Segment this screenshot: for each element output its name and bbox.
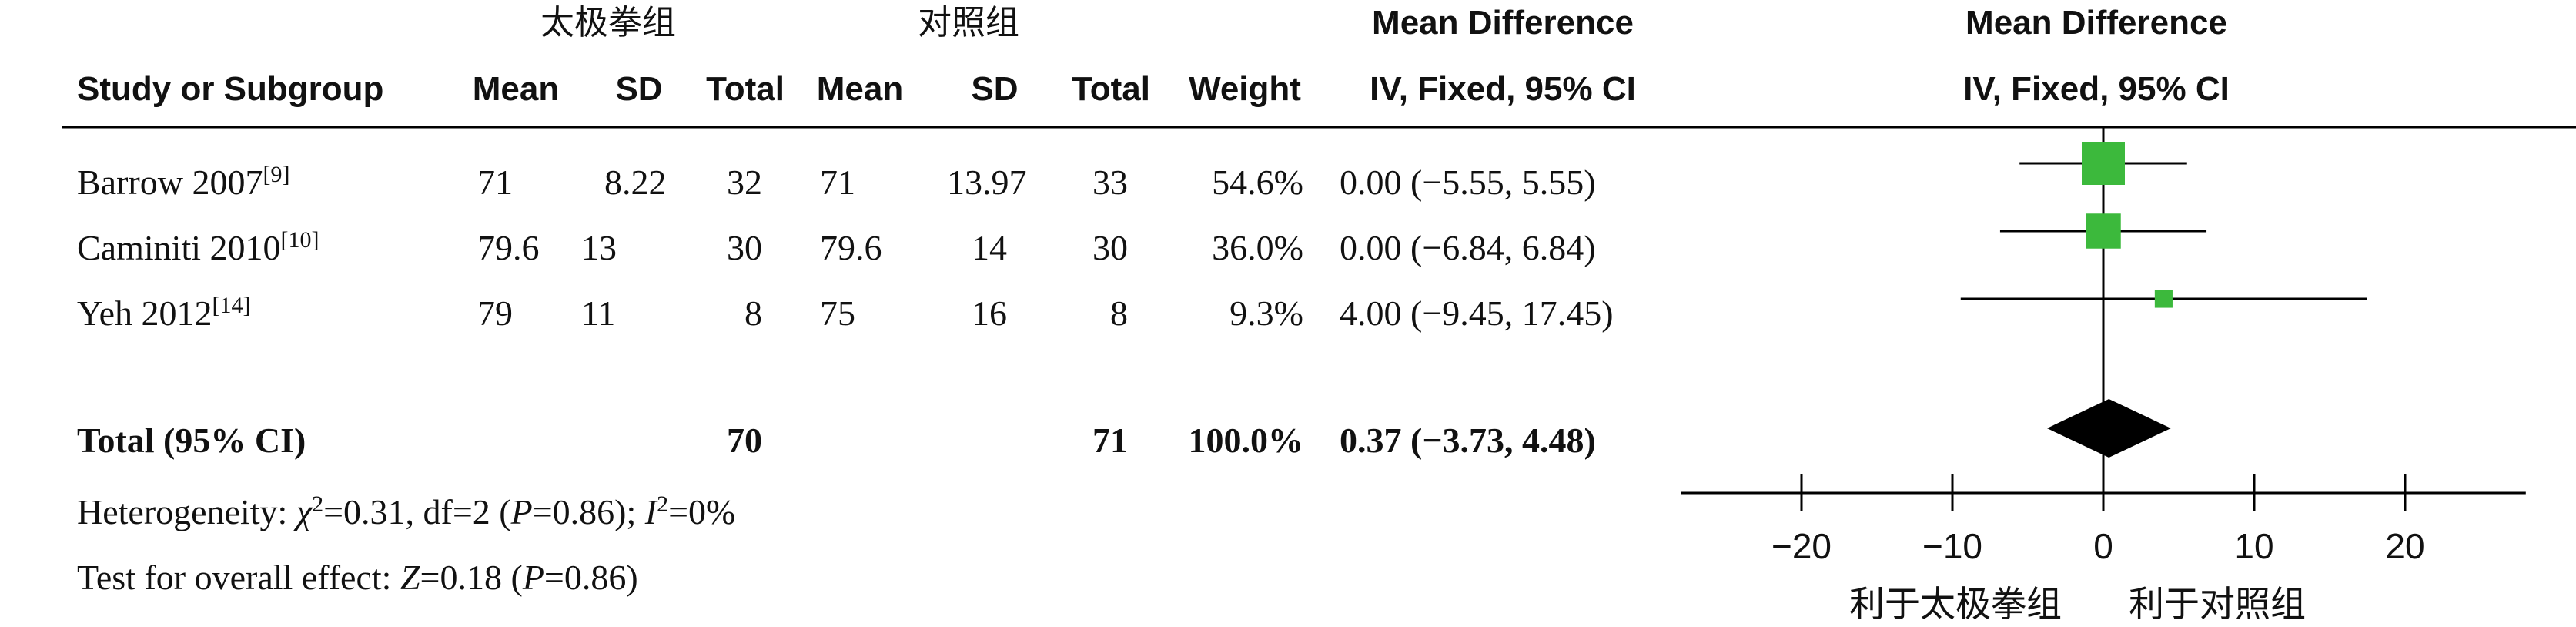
study-weight: 36.0% (1212, 228, 1303, 267)
plot-title: Mean Difference (1965, 4, 2227, 42)
group2-sd-header: SD (971, 70, 1018, 108)
study-ci-text: 0.00 (−5.55, 5.55) (1340, 163, 1596, 202)
total-label: Total (95% CI) (77, 421, 306, 460)
group1-sd: 8.22 (604, 163, 667, 202)
total-weight: 100.0% (1189, 421, 1304, 460)
group1-sd: 11 (581, 293, 615, 333)
group2-mean: 79.6 (820, 228, 882, 267)
group1-mean: 79.6 (477, 228, 540, 267)
study-effect-square (2086, 213, 2121, 249)
group1-total: 32 (727, 163, 762, 202)
total-group1-n: 70 (727, 421, 762, 460)
study-row: Barrow 2007[9] 71 8.22 32 71 13.97 33 54… (77, 162, 1596, 202)
total-group2-n: 71 (1092, 421, 1128, 460)
effect-title: Mean Difference (1372, 4, 1634, 42)
pooled-effect-diamond (2046, 399, 2171, 458)
group1-sd: 13 (581, 228, 617, 267)
group2-total: 8 (1110, 293, 1128, 333)
x-tick-label: 10 (2234, 526, 2273, 566)
study-name: Barrow 2007[9] (77, 162, 289, 202)
plot-method-header: IV, Fixed, 95% CI (1963, 70, 2230, 108)
group2-total-header: Total (1072, 70, 1150, 108)
group1-total: 8 (744, 293, 762, 333)
group2-sd: 16 (972, 293, 1007, 333)
x-tick-label: 20 (2385, 526, 2424, 566)
group1-total: 30 (727, 228, 762, 267)
study-reference: [9] (263, 162, 289, 187)
study-weight: 9.3% (1229, 293, 1303, 333)
weight-header: Weight (1189, 70, 1301, 108)
axis-label-favours-control: 利于对照组 (2129, 583, 2306, 625)
study-reference: [10] (281, 227, 319, 253)
group1-header: 太极拳组 (540, 3, 676, 42)
forest-plot: −20 −10 0 10 20 (1681, 127, 2526, 566)
study-name: Caminiti 2010[10] (77, 227, 319, 267)
study-reference: [14] (212, 293, 251, 318)
group1-sd-header: SD (615, 70, 662, 108)
group2-mean: 71 (820, 163, 855, 202)
group2-total: 30 (1092, 228, 1128, 267)
total-row: Total (95% CI) 70 71 100.0% 0.37 (−3.73,… (77, 421, 1596, 460)
group2-mean: 75 (820, 293, 855, 333)
effect-method-header: IV, Fixed, 95% CI (1370, 70, 1636, 108)
study-row: Caminiti 2010[10] 79.6 13 30 79.6 14 30 … (77, 227, 1596, 267)
group2-total: 33 (1092, 163, 1128, 202)
study-weight: 54.6% (1212, 163, 1303, 202)
x-tick-label: −10 (1922, 526, 1982, 566)
group1-mean: 71 (477, 163, 513, 202)
study-ci-text: 4.00 (−9.45, 17.45) (1340, 293, 1614, 333)
total-ci-text: 0.37 (−3.73, 4.48) (1340, 421, 1596, 460)
study-name: Yeh 2012[14] (77, 293, 251, 333)
axis-label-favours-taichi: 利于太极拳组 (1849, 583, 2062, 625)
x-tick-label: −20 (1771, 526, 1832, 566)
study-row: Yeh 2012[14] 79 11 8 75 16 8 9.3% 4.00 (… (77, 293, 1614, 333)
study-effect-square (2154, 290, 2173, 308)
group1-mean-header: Mean (473, 70, 559, 108)
overall-effect-note: Test for overall effect: Z=0.18 (P=0.86) (77, 558, 638, 597)
x-tick-label: 0 (2093, 526, 2113, 566)
study-ci-text: 0.00 (−6.84, 6.84) (1340, 228, 1596, 267)
study-effect-square (2082, 142, 2125, 185)
group1-total-header: Total (706, 70, 785, 108)
group2-sd: 13.97 (947, 163, 1027, 202)
heterogeneity-note: Heterogeneity: χ2=0.31, df=2 (P=0.86); I… (77, 491, 735, 531)
group2-mean-header: Mean (817, 70, 903, 108)
group1-mean: 79 (477, 293, 513, 333)
group2-header: 对照组 (918, 3, 1019, 42)
group2-sd: 14 (972, 228, 1007, 267)
study-column-header: Study or Subgroup (77, 70, 383, 108)
